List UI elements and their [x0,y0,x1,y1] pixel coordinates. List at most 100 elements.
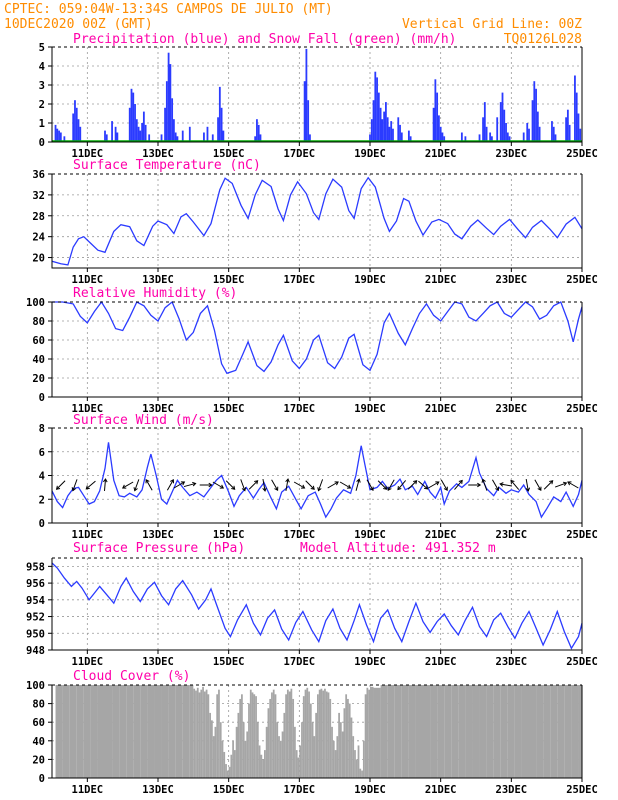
cloud-bar [205,689,208,778]
precip-bar [483,102,486,142]
cloud-bar [251,692,254,778]
precip-bar [381,119,384,142]
precipitation-xtick-label: 15DEC [213,148,245,160]
cloud-bar [232,740,234,778]
cloud-bar [347,698,349,778]
precip-bar [132,92,135,142]
precip-bar [135,119,138,142]
header-station-line: CPTEC: 059:04W-13:34S CAMPOS DE JULIO (M… [4,2,333,17]
precip-bar [407,130,410,142]
precip-bar [116,132,119,142]
precip-bar [63,136,66,142]
cloud-bar [105,685,113,778]
precip-bar [54,124,57,142]
temperature-title: Surface Temperature (nC) [73,158,261,173]
precip-bar [259,134,262,142]
cloud-bar [195,690,197,778]
precip-bar [575,92,578,142]
cloud-bar [359,768,362,778]
header-run-date: 10DEC2020 00Z (GMT) [4,17,153,32]
precip-bar [142,111,145,142]
precip-bar [148,134,151,142]
humidity-xtick-label: 25DEC [566,403,598,415]
pressure-title: Surface Pressure (hPa) [73,541,245,556]
cloud-bar [218,689,220,778]
cloud-bar [278,736,280,778]
precip-bar [441,132,444,142]
cloud-bar [297,757,300,778]
cloud-bar [233,750,236,778]
precip-bar [436,92,439,142]
cloud-bar [55,685,63,778]
humidity-xtick-label: 13DEC [142,403,174,415]
temperature-ytick-label: 28 [32,211,45,223]
precip-bar [536,111,539,142]
cloud-bar [486,685,494,778]
wind-arrow [55,480,66,490]
precip-bar [217,117,219,142]
precip-bar [181,130,184,142]
cloud-bar [202,686,204,778]
wind-arrow [377,480,388,490]
precip-bar [79,126,82,142]
precip-bar [568,124,571,142]
cloud-bar [578,685,582,778]
temperature-xtick-label: 15DEC [213,274,245,286]
pressure-ytick-label: 954 [26,595,45,607]
cloud-bar [313,736,316,778]
precipitation-frame [51,47,583,143]
cloud-bar [355,759,358,778]
precip-bar [565,117,567,142]
temperature-line [51,176,583,266]
cloud-bar [212,736,215,778]
wind-arrow [248,480,259,490]
cloud-ytick-label: 60 [32,717,45,729]
precip-bar [526,123,529,142]
wind-arrow [543,480,554,490]
precip-bar [173,119,175,142]
wind-arrow [387,479,395,492]
precip-bar [552,126,555,142]
precipitation-xtick-label: 17DEC [284,148,316,160]
cloud-bar [112,685,120,778]
wind-arrow [173,481,186,489]
precip-bar [303,81,306,142]
cloud-bar [267,708,270,778]
panels-group: 0 1 2 3 4 5 11DEC 13DEC 15DEC 17DEC 19DEC 21DEC 23DE… [26,32,598,796]
precipitation-panel: 0 1 2 3 4 5 11DEC 13DEC 15DEC 17DEC 19DEC 21DEC 23DE… [39,32,598,160]
cloud-ytick-label: 40 [32,736,45,748]
precipitation-ytick-label: 3 [39,80,45,92]
pressure-xtick-label: 19DEC [354,656,386,668]
precip-bar [59,132,62,142]
precip-bar [256,119,258,142]
cloud-bar [221,740,224,778]
cloud-bar [543,685,551,778]
cloud-bar [332,740,335,778]
cloud-bar [430,685,438,778]
precip-bar [164,107,166,142]
precip-bar [482,117,484,142]
humidity-ytick-label: 60 [32,335,45,347]
cloud-bar [119,685,127,778]
precip-bar [174,132,177,142]
cloud-bar [286,689,289,778]
pressure-xtick-label: 11DEC [72,656,104,668]
precipitation-ytick-label: 5 [39,42,45,54]
wind-ytick-label: 2 [39,494,45,506]
cloud-bar [239,698,242,778]
wind-arrow [102,478,108,492]
precip-bar [538,126,541,142]
precip-bar [399,124,401,142]
precip-bar [160,134,163,142]
cloud-bar [325,691,328,778]
cloud-bar [564,685,572,778]
precip-bar [383,111,386,142]
precip-bar [307,100,310,142]
cloud-bar [370,686,374,778]
wind-title: Surface Wind (m/s) [73,413,214,428]
humidity-xtick-label: 23DEC [496,403,528,415]
humidity-xtick-label: 17DEC [284,403,316,415]
cloud-bar [225,764,227,778]
wind-arrow [145,478,153,491]
cloud-bar [235,726,238,778]
